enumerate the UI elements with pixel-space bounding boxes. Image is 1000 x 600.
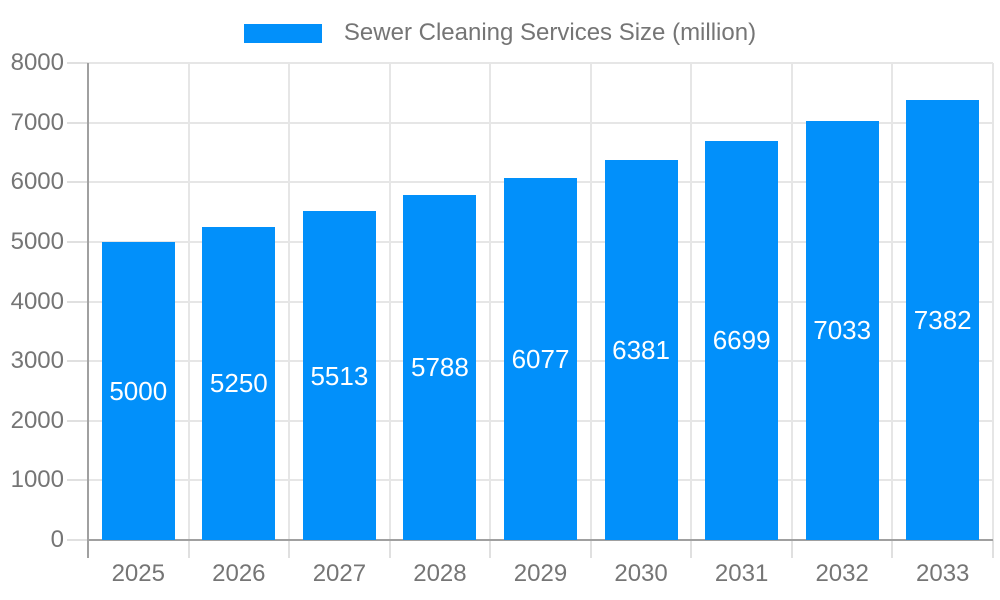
y-axis-line [87,63,89,558]
y-axis-label: 6000 [10,168,64,196]
bar[interactable] [202,226,276,540]
h-gridline [88,62,993,64]
v-gridline [288,63,291,540]
v-gridline [489,63,492,540]
y-tick [67,539,88,541]
x-tick [489,540,492,558]
bar[interactable] [805,120,879,540]
v-gridline [690,63,693,540]
v-gridline [891,63,894,540]
y-tick [67,479,88,482]
x-axis-label: 2031 [714,560,769,587]
v-gridline [187,63,190,540]
y-axis-label: 0 [50,526,64,553]
bar[interactable] [403,194,477,540]
bar[interactable] [101,241,175,540]
x-tick [187,540,190,558]
x-axis-line [88,539,993,541]
h-gridline [88,121,993,124]
x-axis-label: 2026 [212,560,266,587]
v-gridline [388,63,391,540]
bar[interactable] [302,211,376,540]
bar[interactable] [705,140,779,540]
x-axis-label: 2033 [916,560,970,587]
x-tick [891,540,894,558]
x-tick [589,540,592,558]
y-axis-label: 8000 [10,49,64,76]
y-axis-label: 3000 [10,347,64,375]
x-tick [288,540,291,558]
y-tick [67,360,88,363]
y-tick [67,62,88,64]
y-tick [67,300,88,303]
x-axis-label: 2028 [413,560,467,587]
y-tick [67,181,88,184]
y-axis-label: 4000 [10,287,64,315]
v-gridline [790,63,793,540]
y-tick [67,121,88,124]
y-axis-label: 5000 [10,227,64,255]
y-axis-label: 2000 [10,406,64,434]
bar[interactable] [906,99,980,540]
x-tick [388,540,391,558]
x-tick [790,540,793,558]
y-axis-label: 7000 [10,108,64,136]
y-axis-label: 1000 [10,466,64,494]
legend-swatch [243,23,322,43]
legend[interactable]: Sewer Cleaning Services Size (million) [0,17,1000,49]
x-tick [690,540,693,558]
v-gridline [589,63,592,540]
x-axis-label: 2027 [312,560,367,587]
x-axis-label: 2025 [111,560,165,587]
x-tick [992,540,994,558]
x-axis-label: 2029 [513,560,568,587]
y-tick [67,240,88,243]
bar[interactable] [504,177,577,540]
y-tick [67,419,88,422]
v-gridline [992,63,994,540]
x-axis-label: 2030 [614,560,668,587]
x-axis-label: 2032 [815,560,869,587]
bar[interactable] [604,159,678,540]
legend-label: Sewer Cleaning Services Size (million) [343,19,757,46]
